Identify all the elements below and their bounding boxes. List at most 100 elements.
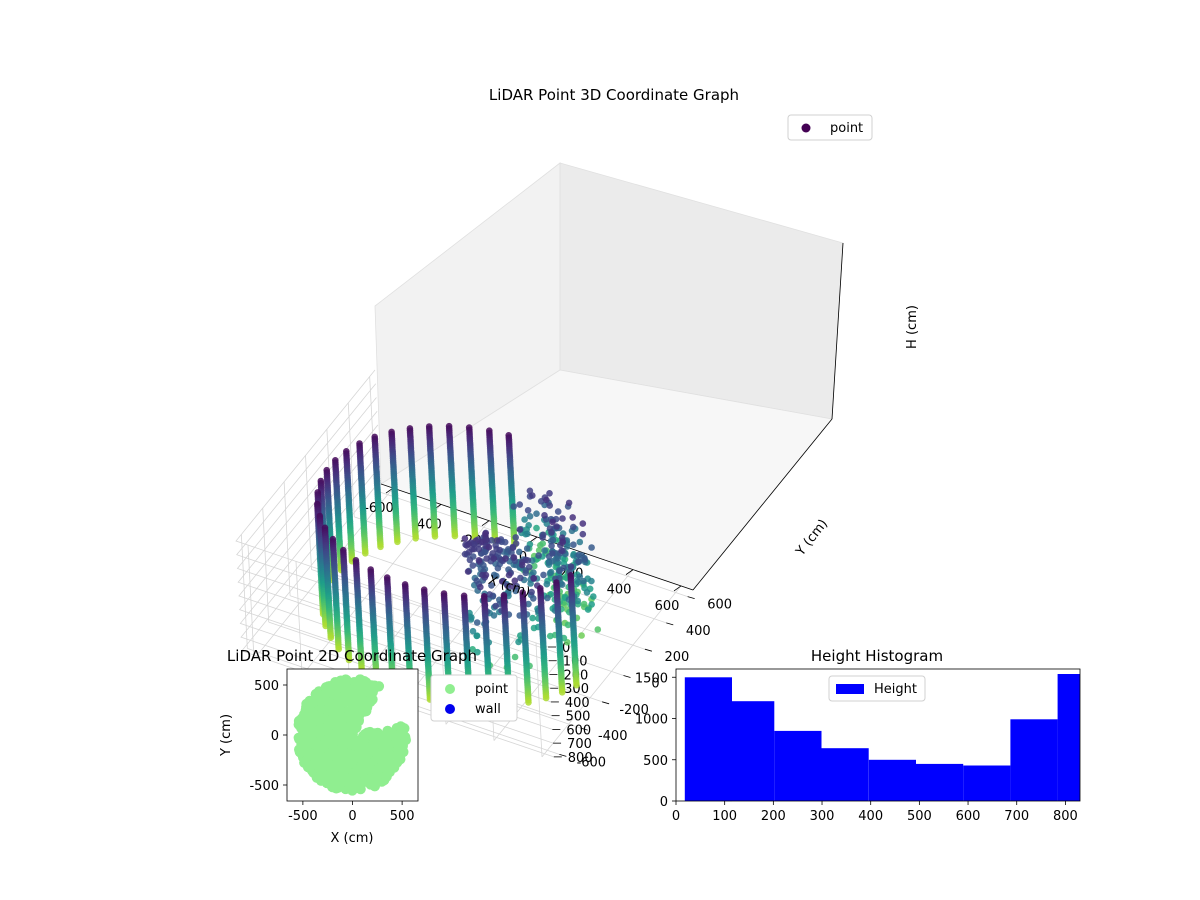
grid-line [268, 621, 581, 729]
y-axis-line [692, 418, 833, 591]
point-2d [384, 766, 395, 778]
point-2d [345, 773, 356, 784]
point-2d [316, 740, 327, 751]
y-axis-label-3d: Y (cm) [793, 517, 831, 560]
histogram-bar [1010, 719, 1058, 801]
point-3d [579, 530, 587, 538]
x-tick-label-2d: -500 [288, 809, 318, 824]
point-3d [588, 544, 595, 551]
point-3d [533, 524, 540, 532]
point-2d [387, 730, 399, 741]
point-3d [511, 653, 519, 661]
histogram-bar [1057, 674, 1080, 801]
points-3d [314, 422, 602, 710]
point-3d [473, 619, 481, 626]
point-3d [549, 536, 557, 544]
point-3d [559, 515, 566, 522]
y-axis-label-2d: Y (cm) [219, 714, 234, 757]
point-3d [526, 513, 534, 520]
point-3d [578, 632, 585, 639]
point-3d [588, 577, 595, 585]
y-tick-label-2d: 0 [271, 729, 279, 744]
legend-3d: point [787, 114, 873, 141]
point-3d [554, 555, 561, 562]
y-tick-label-hist: 1000 [635, 713, 668, 728]
point-3d [464, 568, 472, 575]
z-tick-label-3d: 800 [568, 751, 593, 766]
x-tick-label-hist: 100 [712, 809, 737, 824]
point-3d [345, 656, 353, 664]
z-axis-line [831, 242, 844, 420]
point-3d [583, 589, 591, 596]
point-2d [373, 763, 384, 775]
point-2d [397, 726, 408, 738]
point-3d [564, 621, 572, 629]
y-tick [666, 622, 674, 626]
legend-3d-marker [801, 123, 811, 133]
y-tick-label-3d: 200 [664, 650, 689, 665]
point-3d [533, 510, 540, 517]
point-3d [580, 577, 587, 585]
point-2d [297, 742, 308, 754]
y-tick [644, 648, 652, 652]
point-3d [558, 581, 566, 588]
point-3d [515, 638, 522, 646]
point-3d [573, 681, 580, 689]
legend-2d-label-point: point [475, 682, 508, 697]
point-3d [492, 602, 499, 610]
point-3d [475, 557, 483, 564]
point-3d [588, 601, 595, 608]
point-3d [504, 582, 511, 590]
point-2d [328, 737, 339, 748]
point-2d [359, 729, 371, 740]
point-3d [546, 502, 553, 509]
point-2d [380, 748, 392, 759]
grid-line [262, 508, 270, 623]
x-tick [673, 585, 682, 592]
point-3d [486, 591, 493, 598]
point-3d [556, 567, 563, 575]
point-3d [559, 538, 566, 546]
point-3d [570, 541, 577, 548]
y-tick-label-3d: -400 [598, 729, 628, 744]
grid-line [347, 402, 355, 517]
point-3d [493, 572, 500, 580]
point-3d [525, 600, 532, 608]
point-3d [516, 501, 523, 508]
point-2d [393, 747, 404, 759]
point-3d [498, 578, 506, 585]
grid-line [247, 545, 255, 660]
point-3d [327, 634, 335, 641]
point-3d [496, 546, 504, 554]
point-3d [469, 646, 476, 653]
ticks-2d: -500 0 500 -500 0 500 [249, 679, 414, 824]
histogram-bar [684, 677, 732, 802]
point-3d [543, 496, 550, 504]
grid-line [305, 455, 312, 570]
y-tick [687, 596, 695, 599]
point-3d [510, 554, 518, 561]
point-3d [522, 569, 529, 577]
histogram-bar [821, 748, 869, 801]
point-3d [530, 595, 537, 602]
x-tick-label-hist: 300 [810, 809, 835, 824]
z-tick-label-3d: 700 [567, 737, 592, 752]
point-3d [530, 574, 537, 582]
point-2d [341, 725, 353, 736]
x-tick-label-hist: 0 [672, 809, 680, 824]
point-3d [502, 555, 509, 562]
x-tick [529, 536, 538, 543]
point-3d [569, 514, 576, 521]
legend-hist-label: Height [874, 682, 917, 697]
point-2d [353, 677, 365, 688]
z-tick-label-3d: 600 [566, 723, 591, 738]
title-3d: LiDAR Point 3D Coordinate Graph [489, 86, 739, 104]
point-2d [348, 701, 359, 713]
point-3d [546, 569, 554, 577]
point-2d [306, 722, 317, 733]
point-3d [558, 547, 565, 554]
point-3d [540, 571, 547, 579]
point-3d [525, 699, 532, 706]
point-3d [482, 571, 490, 579]
point-2d [303, 733, 314, 744]
